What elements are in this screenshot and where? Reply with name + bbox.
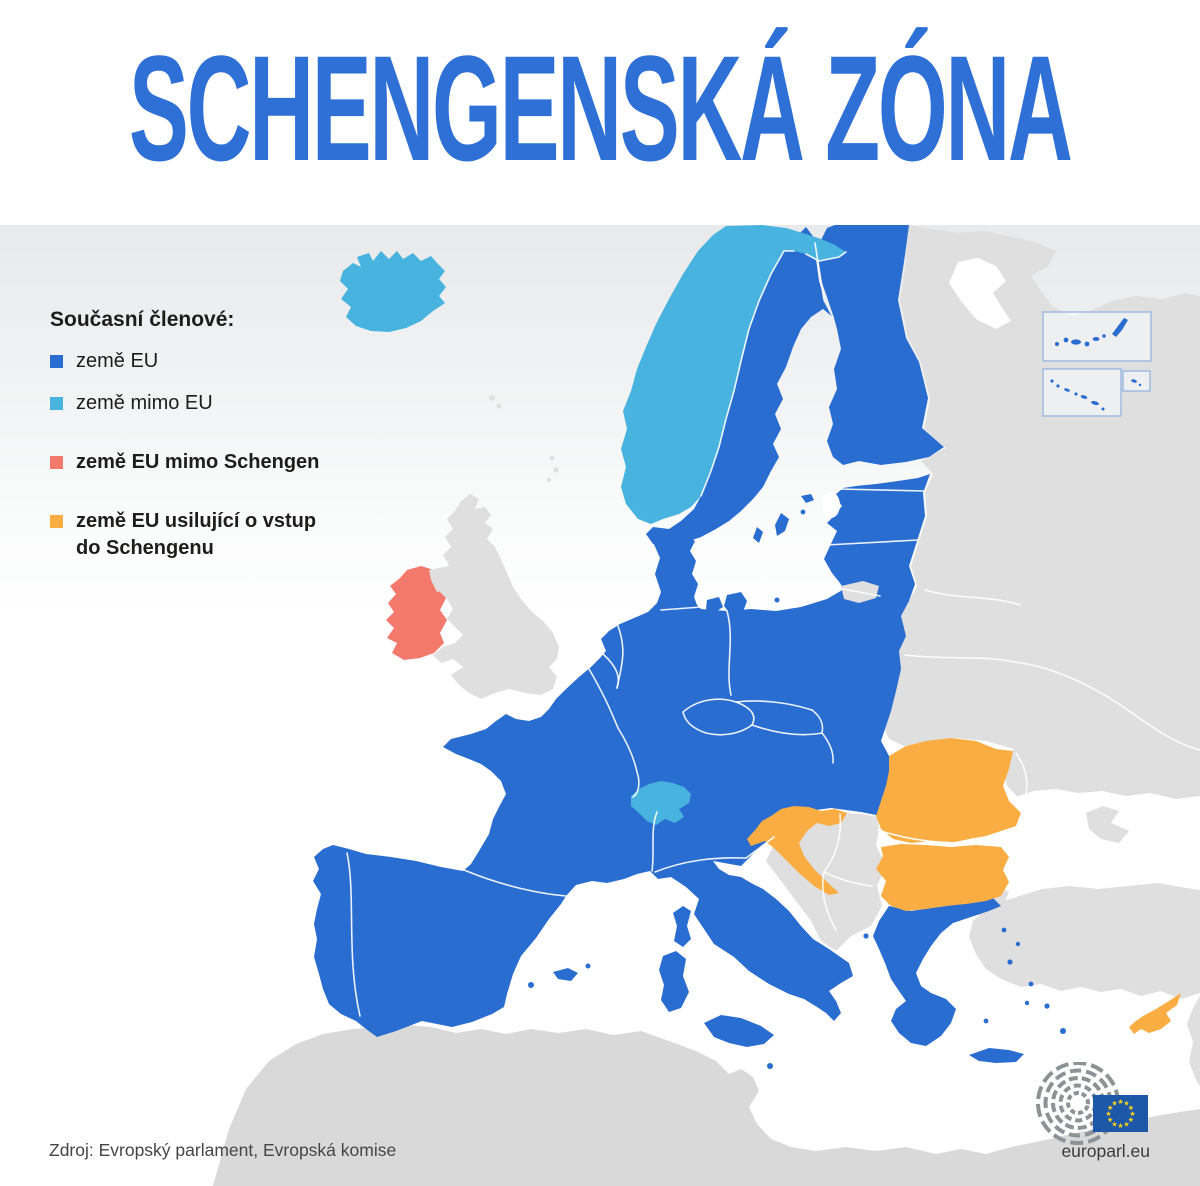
legend: Současní členové: země EU země mimo EU z…: [50, 308, 322, 577]
swatch-eu-outside: [50, 456, 63, 469]
country-switzerland: [631, 781, 691, 825]
sea-overlays: [949, 258, 1200, 899]
faroe-shetland-islands: [489, 395, 559, 483]
region-northern-ireland: [429, 566, 457, 592]
inset-canary-islands: [1042, 311, 1152, 362]
country-finland: [818, 225, 944, 465]
legend-item-eu-aspiring: země EU usilující o vstup do Schengenu: [50, 508, 322, 562]
region-levant: [1187, 996, 1200, 1086]
svg-text:★: ★: [1128, 1116, 1134, 1124]
svg-text:★: ★: [1111, 1100, 1117, 1108]
country-ireland: [386, 566, 447, 660]
region-continental-eu: [313, 474, 930, 1037]
country-iceland: [340, 251, 446, 332]
country-norway: [621, 225, 846, 524]
europe-map: [0, 225, 1200, 1186]
inset-islands: [1050, 318, 1142, 411]
swatch-eu: [50, 355, 63, 368]
legend-item-eu: země EU: [50, 348, 322, 375]
non-eu-schengen-countries: [340, 225, 846, 825]
header: SCHENGENSKÁ ZÓNA: [0, 0, 1200, 225]
country-turkey: [969, 883, 1200, 999]
white-sea: [949, 258, 1011, 329]
country-croatia: [747, 806, 847, 895]
eu-flag-icon: ★★★ ★★★ ★★★ ★ ★★: [1093, 1095, 1148, 1132]
source-note: Zdroj: Evropský parlament, Evropská komi…: [49, 1140, 397, 1160]
european-parliament-logo: ★★★ ★★★ ★★★ ★ ★★: [1036, 1062, 1148, 1145]
country-bulgaria: [876, 844, 1009, 911]
page-title: SCHENGENSKÁ ZÓNA: [129, 23, 1073, 192]
legend-item-label: země EU: [76, 350, 159, 372]
legend-heading: Současní členové:: [50, 308, 235, 331]
country-romania: [876, 738, 1021, 843]
country-borders: [346, 242, 1200, 1017]
svg-text:★: ★: [1123, 1100, 1129, 1108]
legend-item-eu-outside: země EU mimo Schengen: [50, 449, 322, 476]
svg-text:★: ★: [1107, 1116, 1113, 1124]
legend-item-non-eu: země mimo EU: [50, 390, 322, 417]
svg-text:★: ★: [1129, 1110, 1135, 1118]
country-greece: [873, 898, 1001, 1046]
swatch-eu-aspiring: [50, 515, 63, 528]
country-sweden: [646, 227, 834, 547]
svg-text:★: ★: [1107, 1104, 1113, 1112]
country-united-kingdom: [433, 494, 559, 699]
legend-item-label: země EU mimo Schengen: [76, 451, 320, 473]
eu-schengen-countries: [313, 225, 1066, 1069]
svg-text:★: ★: [1117, 1122, 1123, 1130]
country-north-africa: [213, 1025, 1200, 1186]
bosphorus-strait: [1007, 865, 1017, 899]
inset-azores: [1042, 368, 1122, 417]
country-cyprus: [1129, 993, 1181, 1034]
svg-text:★: ★: [1128, 1104, 1134, 1112]
eu-aspiring-countries: [747, 738, 1181, 1034]
website-label: europarl.eu: [1061, 1141, 1150, 1161]
region-crimea: [1086, 806, 1129, 843]
swatch-non-eu: [50, 397, 63, 410]
svg-text:★: ★: [1111, 1120, 1117, 1128]
legend-item-label: země mimo EU: [76, 392, 213, 414]
gulf-of-riga: [822, 492, 840, 518]
europe-map-container: [0, 225, 1200, 1186]
legend-item-label: země EU usilující o vstup do Schengenu: [76, 510, 317, 559]
svg-text:★: ★: [1105, 1110, 1111, 1118]
svg-text:★: ★: [1117, 1098, 1123, 1106]
eu-islands: [528, 494, 1066, 1069]
inset-boxes: [1042, 311, 1152, 417]
svg-text:★: ★: [1123, 1120, 1129, 1128]
